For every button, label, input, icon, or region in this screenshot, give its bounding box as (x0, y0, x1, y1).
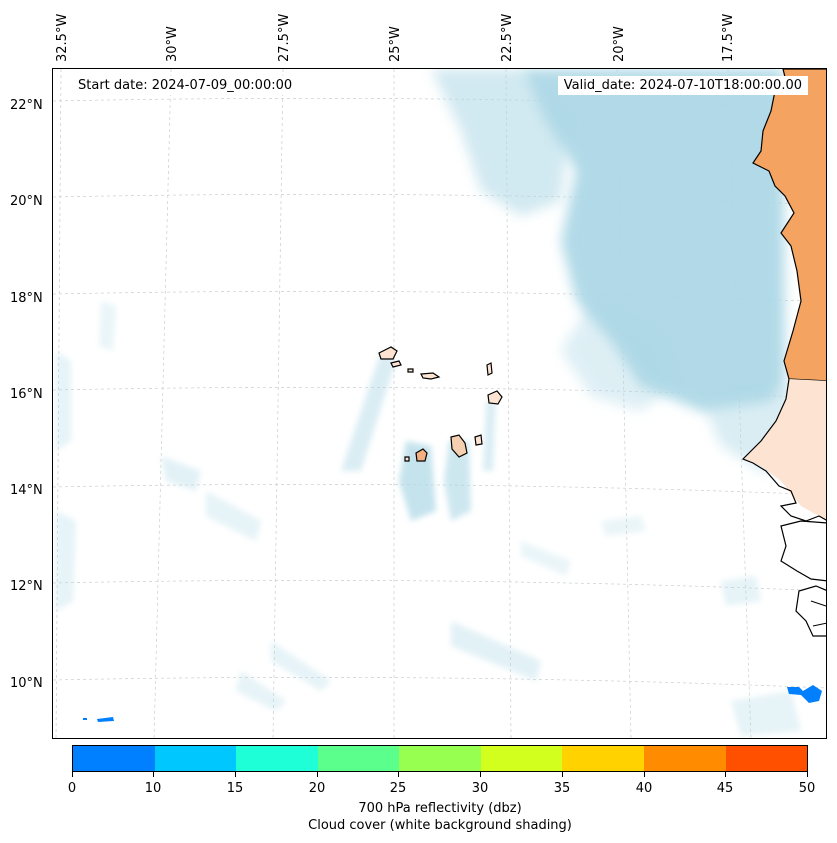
colorbar-segment-20-25 (317, 746, 400, 771)
colorbar-tick (72, 772, 73, 777)
land-guinea-bissau (780, 520, 826, 582)
colorbar-segment-45-50 (725, 746, 808, 771)
lon-label-17-5w: 17.5°W (721, 13, 736, 62)
valid-date-label: Valid_date: 2024-07-10T18:00:00.00 (557, 76, 808, 95)
lat-label-16n: 16°N (10, 387, 43, 402)
colorbar-label-40: 40 (635, 781, 653, 796)
island-sao-nicolau (420, 372, 441, 380)
colorbar-segment-30-35 (480, 746, 563, 771)
island-fogo (415, 448, 428, 462)
lat-label-12n: 12°N (10, 579, 43, 594)
island-santo-antao (378, 346, 398, 360)
colorbar-segment-10-15 (154, 746, 237, 771)
island-santa-luzia (407, 368, 414, 373)
colorbar-segment-25-30 (399, 746, 481, 771)
colorbar-segment-15-20 (236, 746, 318, 771)
colorbar-segment-40-45 (643, 746, 726, 771)
cloud-cover (56, 69, 801, 736)
colorbar-label-30: 30 (471, 781, 489, 796)
lat-label-14n: 14°N (10, 483, 43, 498)
map-canvas (53, 69, 827, 738)
island-sao-vicente (390, 360, 402, 368)
lon-label-20w: 20°W (612, 26, 627, 62)
colorbar-label-45: 45 (716, 781, 734, 796)
lat-label-20n: 20°N (10, 194, 43, 209)
start-date-label: Start date: 2024-07-09_00:00:00 (72, 76, 299, 95)
colorbar-tick (235, 772, 236, 777)
lon-label-30w: 30°W (165, 26, 180, 62)
colorbar-tick (398, 772, 399, 777)
lat-label-10n: 10°N (10, 676, 43, 691)
colorbar-label-35: 35 (553, 781, 571, 796)
lon-label-27-5w: 27.5°W (277, 13, 292, 62)
colorbar-label-15: 15 (226, 781, 244, 796)
colorbar-tick (317, 772, 318, 777)
island-sal (486, 362, 493, 376)
land-mauritania (752, 69, 826, 382)
colorbar-subtitle: Cloud cover (white background shading) (308, 818, 572, 833)
land-guinea (795, 585, 826, 637)
colorbar-tick (153, 772, 154, 777)
colorbar-label-0: 0 (67, 781, 77, 796)
land-senegal (743, 379, 826, 520)
lat-label-18n: 18°N (10, 291, 43, 306)
colorbar (72, 745, 808, 772)
colorbar-tick (807, 772, 808, 777)
graticule (53, 69, 826, 738)
lat-label-22n: 22°N (10, 98, 43, 113)
island-maio (474, 434, 483, 446)
colorbar-tick (562, 772, 563, 777)
lon-label-22-5w: 22.5°W (500, 13, 515, 62)
cape-verde-islands[interactable] (378, 346, 503, 462)
map-panel[interactable] (52, 68, 827, 739)
colorbar-tick (725, 772, 726, 777)
colorbar-tick (480, 772, 481, 777)
colorbar-label-20: 20 (308, 781, 326, 796)
colorbar-title: 700 hPa reflectivity (dbz) (358, 801, 522, 816)
reflectivity-cells (83, 685, 822, 722)
island-brava (404, 456, 410, 462)
island-boa-vista (487, 390, 503, 405)
lon-label-25w: 25°W (388, 26, 403, 62)
africa-coast[interactable] (741, 69, 827, 637)
colorbar-label-50: 50 (798, 781, 816, 796)
colorbar-segment-35-40 (562, 746, 644, 771)
colorbar-tick (644, 772, 645, 777)
colorbar-label-10: 10 (144, 781, 162, 796)
island-santiago (450, 434, 468, 458)
lon-label-32-5w: 32.5°W (55, 13, 70, 62)
colorbar-label-25: 25 (389, 781, 407, 796)
colorbar-segment-0-10 (73, 746, 155, 771)
